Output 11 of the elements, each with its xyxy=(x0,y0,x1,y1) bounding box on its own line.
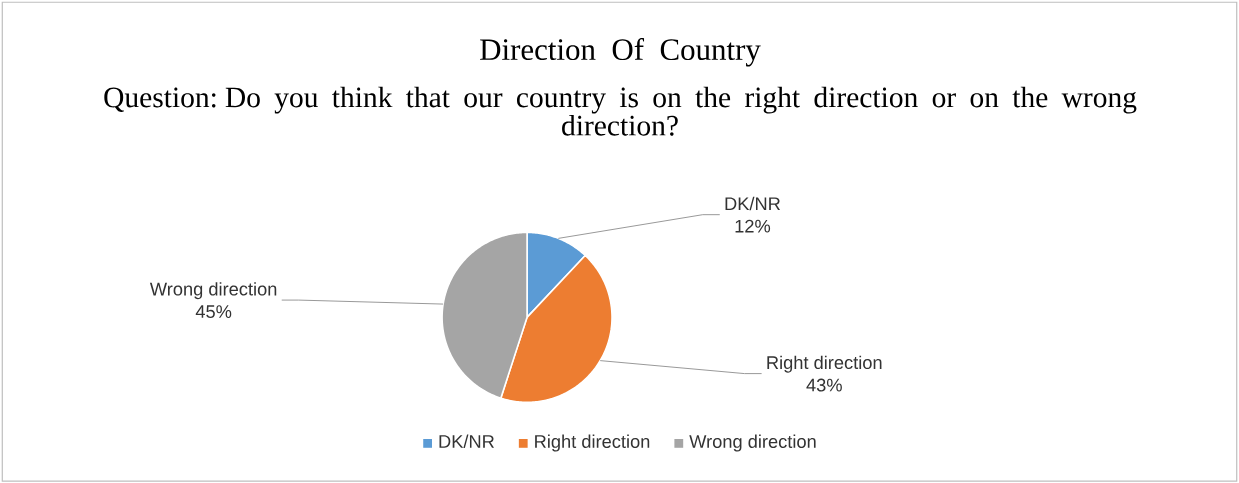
chart-subtitle: Question: Do you think that our country is on the right direction or on the wrong direction? xyxy=(104,86,1137,136)
legend-label: Right direction xyxy=(535,434,650,452)
legend-label: DK/NR xyxy=(439,434,494,448)
slice-label: DK/NR xyxy=(725,196,781,211)
slice-label: Wrong direction xyxy=(149,281,277,300)
chart-title: Direction Of Country xyxy=(480,37,761,67)
data-label: 45% xyxy=(195,305,232,318)
slice-label: Right direction xyxy=(767,355,882,373)
legend-label: Wrong direction xyxy=(689,434,816,452)
data-label: 43% xyxy=(806,378,842,392)
data-label: 12% xyxy=(735,219,771,233)
